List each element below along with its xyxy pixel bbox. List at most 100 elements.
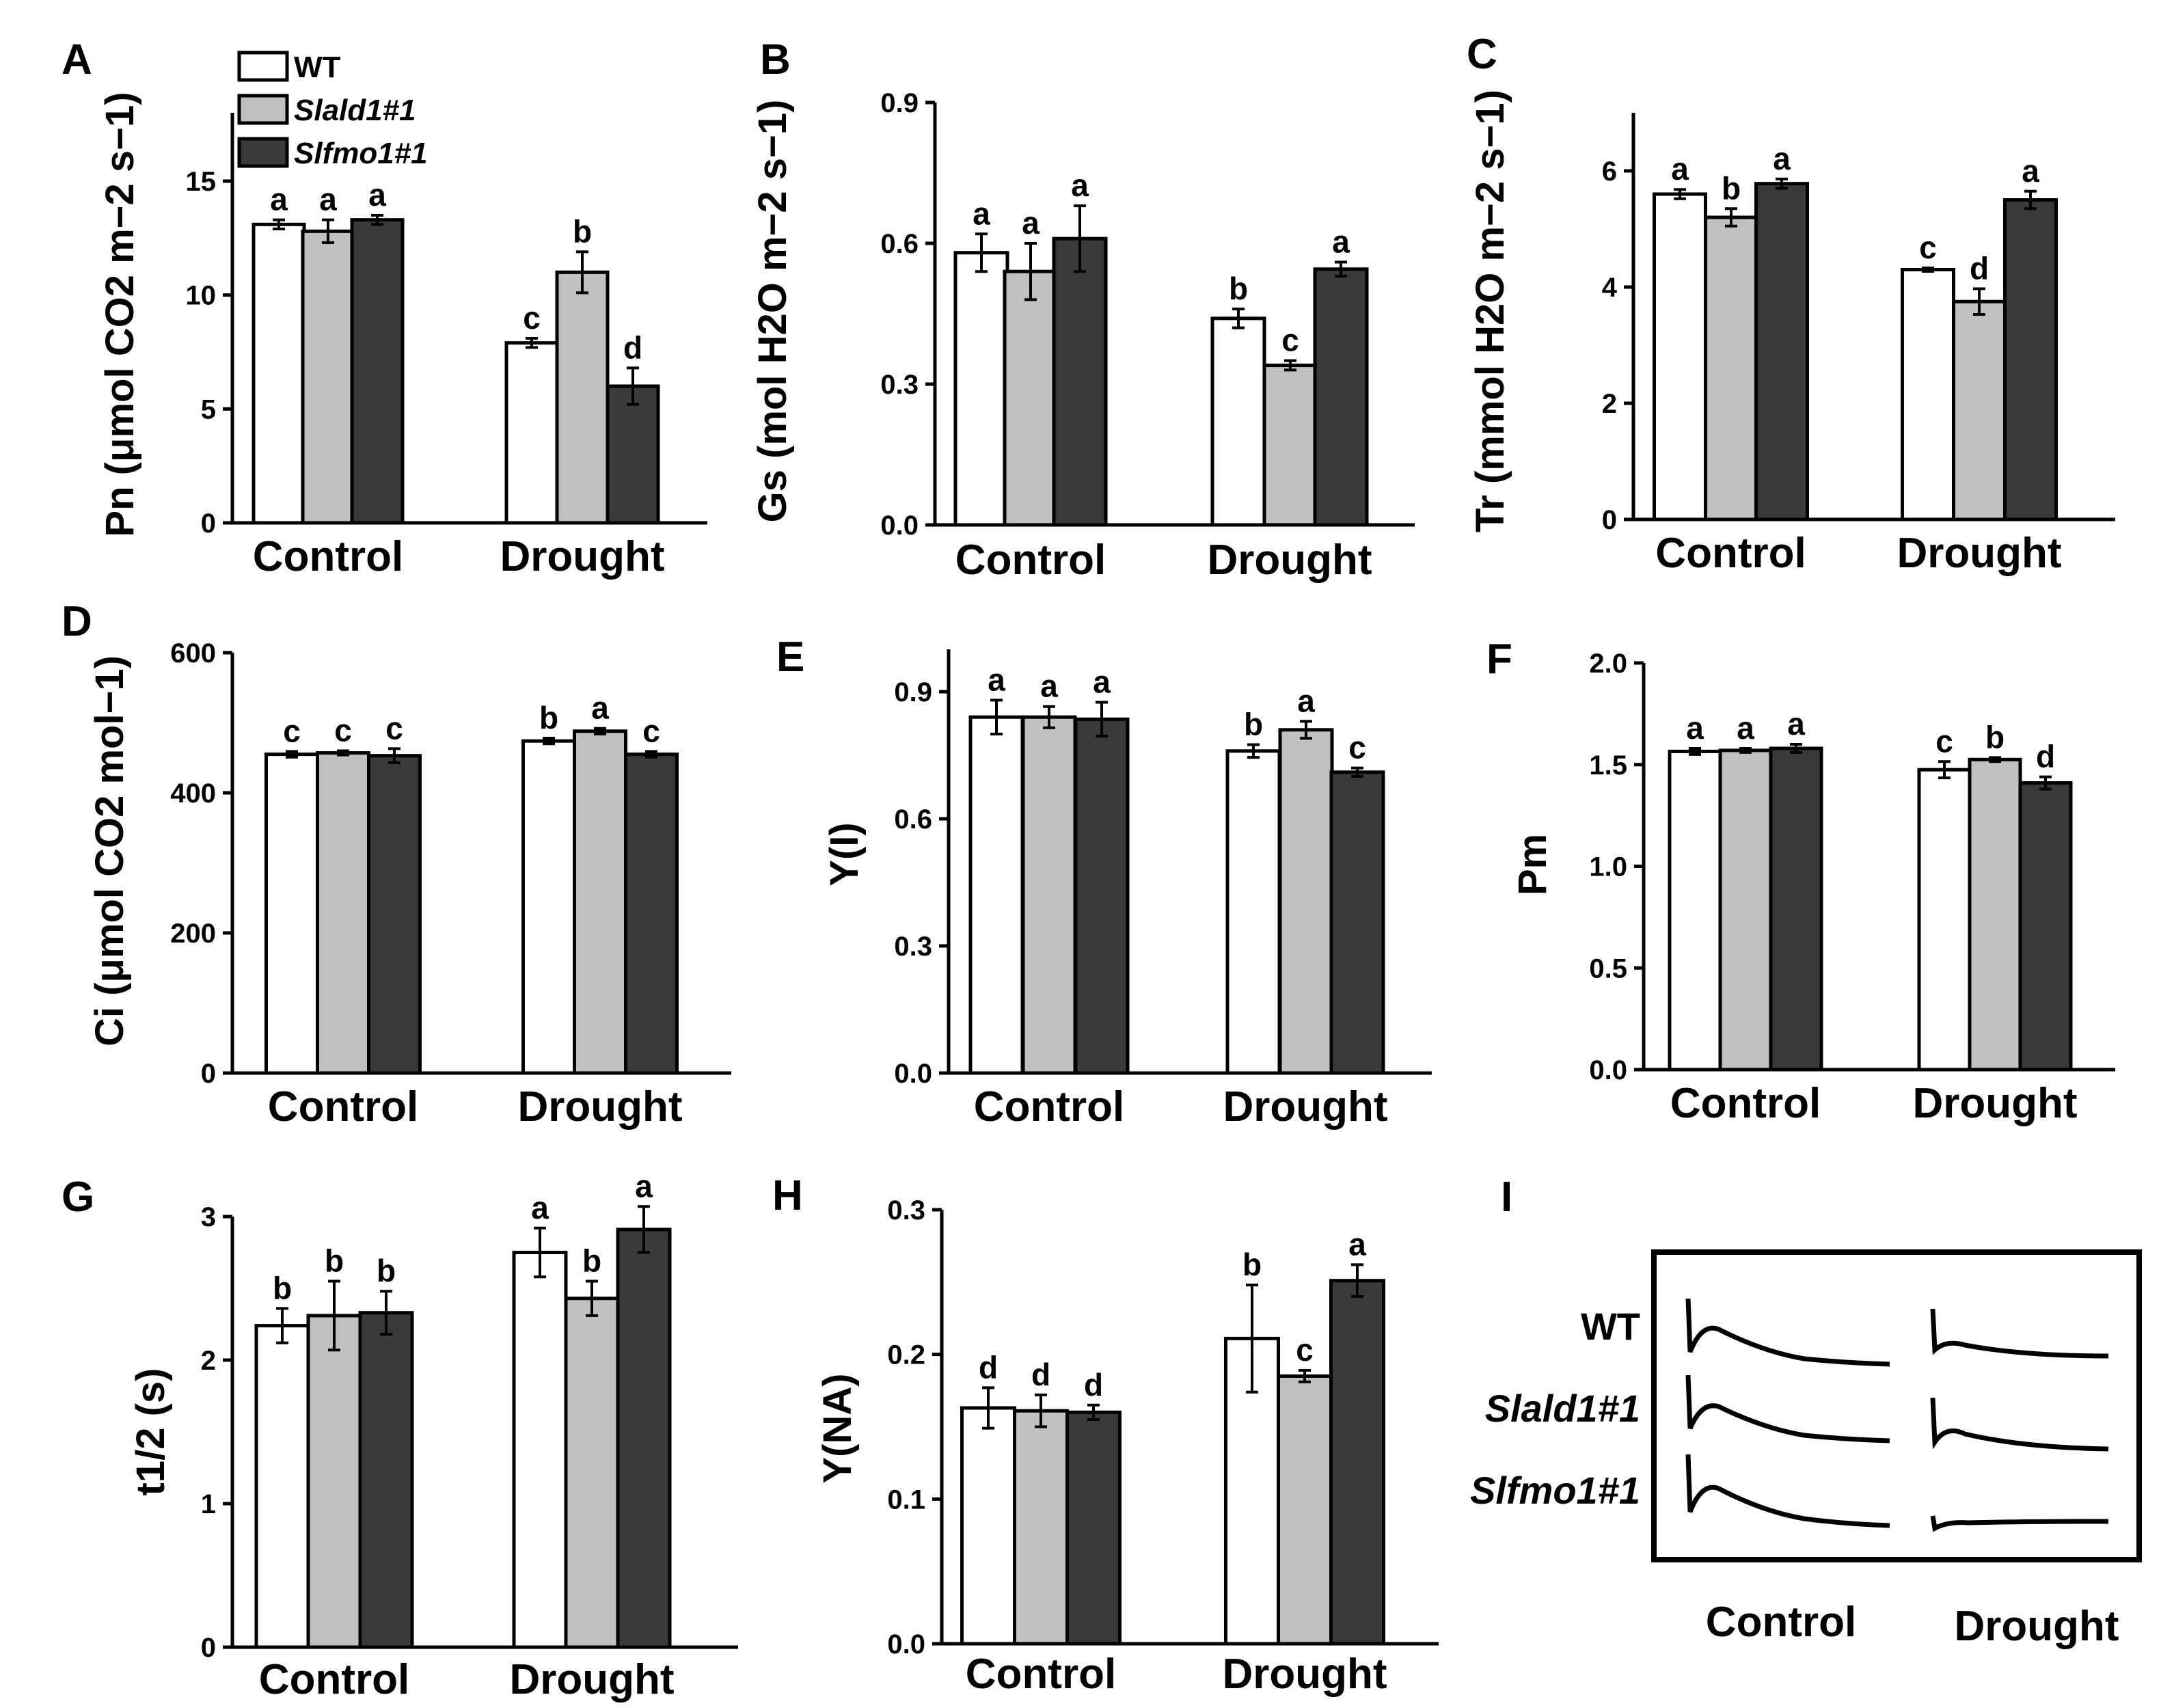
y-tick-label: 0.2 xyxy=(887,1340,925,1370)
bar xyxy=(1013,1409,1069,1646)
trace-wt-control xyxy=(1685,1298,1890,1367)
bar xyxy=(1668,749,1722,1072)
significance-letter: d xyxy=(1031,1357,1050,1392)
bar xyxy=(306,1314,362,1649)
significance-letter: b xyxy=(1244,707,1263,742)
x-category-label: Control xyxy=(966,1651,1116,1698)
legend: WT Slald1#1 Slfmo1#1 xyxy=(237,51,428,170)
bar xyxy=(1313,267,1369,527)
significance-letter: d xyxy=(2036,739,2055,774)
y-tick-label: 0.1 xyxy=(887,1485,925,1515)
y-tick-label: 0.3 xyxy=(887,1195,925,1225)
trace-row-label-slald1: Slald1#1 xyxy=(1485,1387,1640,1430)
bar xyxy=(968,715,1024,1075)
trace-box xyxy=(1651,1249,2142,1562)
y-tick-label: 2.0 xyxy=(1589,649,1627,679)
significance-letter: b xyxy=(1985,719,2005,755)
y-tick-label: 0.3 xyxy=(894,932,932,962)
y-tick-label: 0 xyxy=(201,509,216,539)
panel-letter: G xyxy=(62,1174,94,1221)
panel-letter: E xyxy=(776,634,804,681)
y-tick-label: 3 xyxy=(201,1202,216,1232)
x-category-label: Drought xyxy=(500,533,664,580)
trace-slald1-drought xyxy=(1930,1397,2109,1452)
trace-col-label-control: Control xyxy=(1706,1599,1856,1646)
y-axis-label: Tr (mmol H2O m−2 s−1) xyxy=(1468,90,1512,532)
y-tick-label: 0.9 xyxy=(880,88,919,118)
bar xyxy=(252,222,306,525)
trace-row-label-slald1-text: Slald1#1 xyxy=(1485,1387,1640,1430)
y-tick-label: 200 xyxy=(170,919,216,949)
bar xyxy=(1021,715,1077,1075)
bar xyxy=(521,739,576,1075)
bar xyxy=(953,251,1009,527)
significance-letter: c xyxy=(1348,730,1366,765)
bar xyxy=(1901,268,1955,521)
legend-label: WT xyxy=(294,51,341,84)
trace-row-label-wt: WT xyxy=(1581,1305,1640,1348)
bar xyxy=(1653,192,1707,521)
x-category-label: Drought xyxy=(509,1656,674,1703)
bar xyxy=(1074,717,1130,1075)
y-tick-label: 2 xyxy=(1602,389,1617,419)
y-axis-label: Y(I) xyxy=(822,822,867,886)
significance-letter: c xyxy=(642,714,660,749)
significance-letter: b xyxy=(273,1270,292,1305)
significance-letter: c xyxy=(385,710,403,746)
panel-letter: H xyxy=(772,1172,803,1219)
bar xyxy=(367,754,422,1075)
y-axis-label: t1/2 (s) xyxy=(128,1368,173,1496)
significance-letter: a xyxy=(988,662,1005,697)
significance-letter: b xyxy=(1229,271,1248,306)
y-axis-label: Gs (mol H2O m−2 s−1) xyxy=(750,100,795,523)
significance-letter: b xyxy=(1722,170,1741,206)
bar xyxy=(512,1251,568,1649)
bar xyxy=(358,1311,414,1649)
significance-letter: a xyxy=(1022,205,1040,241)
panel-letter-i: I xyxy=(1501,1174,1512,1221)
bar xyxy=(616,1228,672,1649)
significance-letter: a xyxy=(1773,141,1791,176)
bar xyxy=(1003,269,1059,527)
y-tick-label: 15 xyxy=(186,167,217,197)
y-tick-label: 5 xyxy=(201,394,216,424)
y-tick-label: 10 xyxy=(186,281,217,311)
bar xyxy=(1952,299,2007,521)
y-tick-label: 4 xyxy=(1602,273,1618,303)
legend-swatch xyxy=(237,94,289,125)
y-tick-label: 600 xyxy=(170,638,216,668)
bar xyxy=(960,1406,1016,1646)
panel-i-traces: I WT Slald1#1 Slfmo1#1 Control Drought xyxy=(1470,1174,2142,1650)
significance-letter: d xyxy=(623,329,642,365)
significance-letter: a xyxy=(1686,710,1704,746)
legend-label: Slald1#1 xyxy=(294,94,416,127)
bar xyxy=(301,229,355,525)
y-axis-label: Y(NA) xyxy=(815,1373,860,1483)
significance-letter: c xyxy=(283,714,301,749)
significance-letter: a xyxy=(2022,153,2039,189)
bar xyxy=(1225,749,1281,1075)
significance-letter: c xyxy=(1919,230,1937,265)
y-tick-label: 400 xyxy=(170,778,216,809)
panel-letter: C xyxy=(1467,31,1497,78)
y-axis-label: Pn (μmol CO2 m−2 s−1) xyxy=(98,92,142,537)
x-category-label: Control xyxy=(1655,530,1806,577)
x-category-label: Control xyxy=(955,537,1106,584)
panel-letter: B xyxy=(760,36,791,83)
bar xyxy=(1968,757,2022,1072)
bar xyxy=(1065,1410,1122,1646)
bar xyxy=(564,1297,620,1649)
bar xyxy=(316,751,370,1075)
bar xyxy=(264,753,319,1075)
significance-letter: b xyxy=(539,700,558,735)
trace-row-label-slfmo1-text: Slfmo1#1 xyxy=(1470,1469,1640,1512)
significance-letter: a xyxy=(1040,668,1058,704)
y-tick-label: 6 xyxy=(1602,157,1617,187)
significance-letter: c xyxy=(1281,323,1299,358)
bar xyxy=(1917,768,1972,1072)
significance-letter: a xyxy=(531,1190,549,1225)
significance-letter: b xyxy=(377,1253,396,1288)
x-category-label: Control xyxy=(1670,1080,1821,1127)
y-tick-label: 0 xyxy=(201,1059,216,1089)
